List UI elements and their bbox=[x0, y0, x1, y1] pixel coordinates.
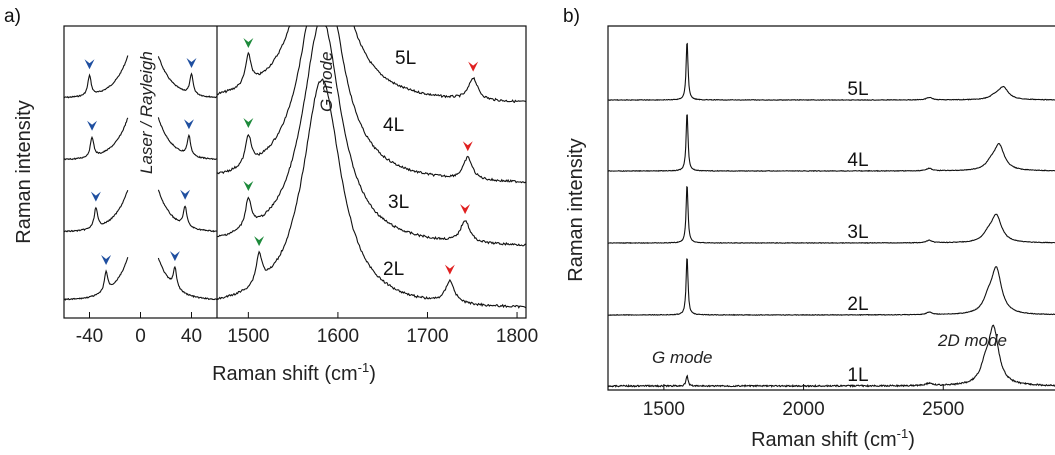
panel-b-spectra bbox=[607, 42, 1055, 388]
g-side-marker bbox=[243, 117, 254, 128]
low-frequency-marker bbox=[183, 119, 194, 130]
tick-label: 0 bbox=[135, 326, 146, 347]
overtone-marker bbox=[462, 141, 473, 152]
layer-label-4L: 4L bbox=[383, 115, 404, 136]
spectrum-4L-low-pos bbox=[157, 117, 217, 160]
spectrum-5L-g-region bbox=[216, 25, 527, 104]
low-frequency-marker bbox=[90, 191, 101, 202]
spectrum-5L-low-pos bbox=[157, 56, 218, 99]
tick-label: -40 bbox=[76, 326, 103, 347]
panel-a-ylabel: Raman intensity bbox=[13, 100, 35, 243]
low-frequency-marker bbox=[101, 255, 112, 266]
spectrum-3L-low-neg bbox=[63, 190, 129, 233]
tick-label: 2500 bbox=[922, 399, 964, 420]
layer-label-5L: 5L bbox=[395, 48, 416, 69]
panel-a-label: a) bbox=[4, 6, 21, 27]
spectrum-3L-low-pos bbox=[157, 189, 218, 233]
tick-label: 1500 bbox=[643, 399, 685, 420]
tick-label: 1800 bbox=[496, 326, 538, 347]
tick-label: 2000 bbox=[782, 399, 824, 420]
spectrum-2L-low-neg bbox=[63, 257, 129, 301]
panel-b-xlabel: Raman shift (cm-1) bbox=[751, 426, 915, 451]
panel-b-label: b) bbox=[563, 6, 580, 27]
g-mode-annotation-b: G mode bbox=[652, 348, 712, 367]
overtone-marker bbox=[468, 61, 479, 72]
panel-a: a) -40 0 40 1500 1600 1700 1800 5L 4L 3L 2L Laser… bbox=[4, 6, 538, 385]
panel-a-xlabel-main: Raman shift (cm bbox=[212, 363, 358, 385]
panel-a-xlabel-sup: -1 bbox=[358, 360, 370, 375]
spectrum-5L bbox=[607, 42, 1055, 102]
panel-b-xlabel-main: Raman shift (cm bbox=[751, 429, 897, 451]
layer-label-2L: 2L bbox=[847, 294, 868, 315]
tick-label: 40 bbox=[181, 326, 202, 347]
panel-a-xlabel-end: ) bbox=[369, 363, 376, 385]
tick-label: 1600 bbox=[317, 326, 359, 347]
spectrum-2L-low-pos bbox=[157, 257, 218, 301]
low-frequency-marker bbox=[84, 59, 95, 70]
panel-b-ylabel: Raman intensity bbox=[565, 138, 587, 281]
low-frequency-marker bbox=[169, 251, 180, 262]
layer-label-1L: 1L bbox=[847, 365, 868, 386]
panel-b-layer-labels: 5L 4L 3L 2L 1L bbox=[847, 79, 868, 386]
overtone-marker bbox=[460, 204, 471, 215]
panel-b-xlabel-sup: -1 bbox=[897, 426, 909, 441]
spectrum-2L-g-region bbox=[216, 78, 527, 309]
panel-a-markers bbox=[84, 37, 479, 275]
layer-label-4L: 4L bbox=[847, 150, 868, 171]
tick-label: 1700 bbox=[406, 326, 448, 347]
overtone-marker bbox=[444, 264, 455, 275]
tick-label: 1500 bbox=[227, 326, 269, 347]
spectrum-4L bbox=[607, 114, 1055, 173]
panel-a-xlabel: Raman shift (cm-1) bbox=[212, 360, 376, 385]
g-side-marker bbox=[243, 37, 254, 48]
panel-a-frame bbox=[63, 25, 527, 319]
panel-a-ticks: -40 0 40 1500 1600 1700 1800 bbox=[76, 312, 538, 347]
layer-label-2L: 2L bbox=[383, 259, 404, 280]
spectrum-3L-g-region bbox=[216, 25, 527, 247]
spectrum-4L-low-neg bbox=[63, 117, 129, 161]
low-frequency-marker bbox=[180, 189, 191, 200]
d2-mode-annotation: 2D mode bbox=[937, 331, 1007, 350]
spectrum-5L-low-neg bbox=[63, 55, 129, 99]
low-frequency-marker bbox=[186, 58, 197, 69]
layer-label-3L: 3L bbox=[847, 222, 868, 243]
laser-rayleigh-annotation: Laser / Rayleigh bbox=[137, 51, 156, 174]
panel-b-ticks: 1500 2000 2500 bbox=[643, 384, 964, 420]
layer-label-3L: 3L bbox=[388, 192, 409, 213]
panel-b-frame bbox=[607, 25, 1055, 391]
panel-a-spectra bbox=[63, 25, 527, 309]
spectrum-3L bbox=[607, 185, 1055, 245]
panel-b-xlabel-end: ) bbox=[908, 429, 915, 451]
g-mode-annotation-a: G mode bbox=[317, 52, 336, 112]
g-side-marker bbox=[243, 180, 254, 191]
spectrum-1L bbox=[607, 324, 1055, 388]
spectrum-4L-g-region bbox=[216, 25, 527, 184]
panel-a-layer-labels: 5L 4L 3L 2L bbox=[383, 48, 416, 280]
layer-label-5L: 5L bbox=[847, 79, 868, 100]
low-frequency-marker bbox=[87, 120, 98, 131]
panel-b: b) 1500 2000 2500 5L 4L 3L 2L 1L G mode 2D mod… bbox=[563, 6, 1055, 451]
spectrum-2L bbox=[608, 258, 1055, 316]
g-side-marker bbox=[254, 236, 265, 247]
